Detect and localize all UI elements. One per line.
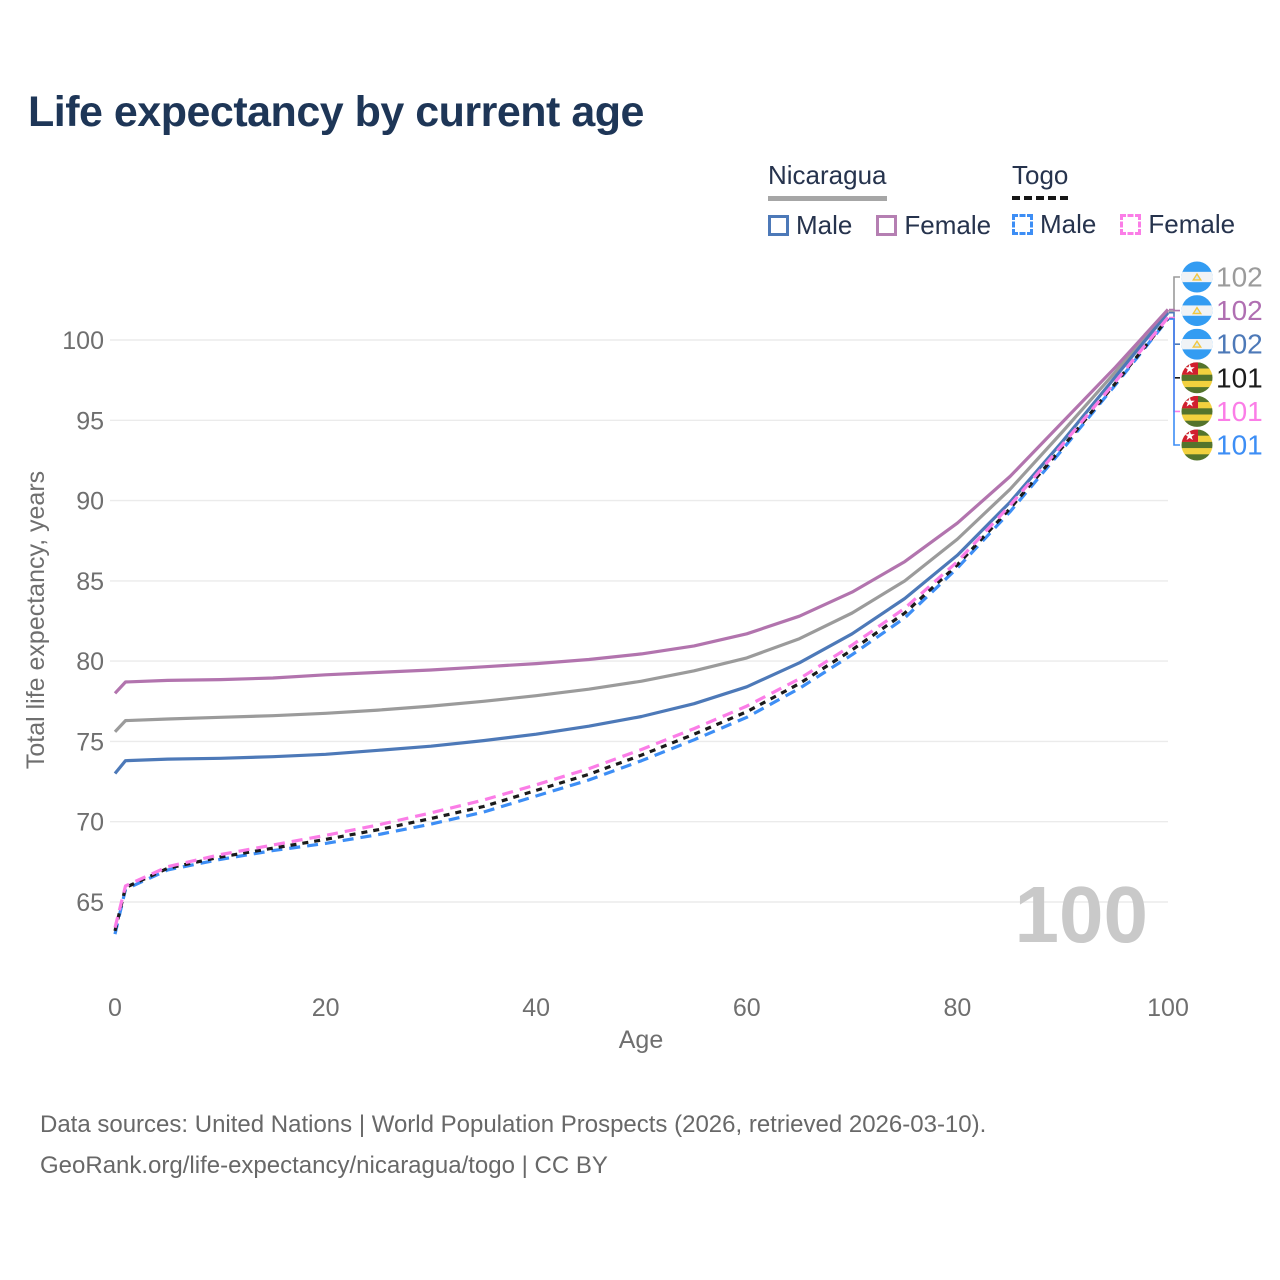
legend-country-nicaragua[interactable]: Nicaragua <box>768 160 887 201</box>
x-tick-label-20: 20 <box>312 994 340 1022</box>
y-tick-label-80: 80 <box>76 648 104 676</box>
x-axis-title: Age <box>619 1026 663 1054</box>
y-tick-label-90: 90 <box>76 488 104 516</box>
footer-data-sources: Data sources: United Nations | World Pop… <box>40 1111 987 1138</box>
end-value-label-togo-all: 101 <box>1216 362 1263 393</box>
legend-group-togo: Togo Male Female <box>1012 160 1235 240</box>
page-title: Life expectancy by current age <box>28 88 644 136</box>
line-togo-all[interactable] <box>113 317 1170 932</box>
end-value-label-togo-female: 101 <box>1216 396 1263 427</box>
flag-nicaragua-icon <box>1181 328 1213 360</box>
svg-text:★: ★ <box>1184 395 1196 410</box>
line-nicaragua-all[interactable] <box>113 310 1170 733</box>
footer-attribution: GeoRank.org/life-expectancy/nicaragua/to… <box>40 1152 608 1179</box>
svg-text:★: ★ <box>1184 361 1196 376</box>
legend-item-togo-male[interactable]: Male <box>1012 209 1096 240</box>
x-tick-label-60: 60 <box>733 994 761 1022</box>
svg-text:★: ★ <box>1184 428 1196 443</box>
legend-swatch-togo-female-icon <box>1120 213 1142 235</box>
flag-togo-icon: ★ <box>1181 395 1213 427</box>
footer: Data sources: United Nations | World Pop… <box>40 1104 986 1186</box>
flag-togo-icon: ★ <box>1181 361 1213 394</box>
end-value-label-nicaragua-male: 102 <box>1216 329 1263 360</box>
legend-item-nicaragua-female[interactable]: Female <box>876 210 991 241</box>
y-axis-title: Total life expectancy, years <box>22 471 50 769</box>
line-togo-female[interactable] <box>113 316 1170 929</box>
legend-label-togo-female: Female <box>1148 208 1236 239</box>
x-tick-label-100: 100 <box>1147 994 1189 1022</box>
line-togo-male[interactable] <box>113 318 1170 935</box>
x-tick-label-40: 40 <box>522 994 550 1022</box>
end-value-label-nicaragua-female: 102 <box>1216 295 1263 326</box>
x-tick-label-80: 80 <box>943 994 971 1022</box>
legend-items-togo: Male Female <box>1012 209 1235 240</box>
y-tick-label-75: 75 <box>76 728 104 756</box>
y-tick-label-85: 85 <box>76 568 104 596</box>
legend-item-togo-female[interactable]: Female <box>1120 209 1235 240</box>
legend-label-togo-male: Male <box>1040 208 1097 239</box>
legend-country-togo[interactable]: Togo <box>1012 160 1069 200</box>
legend-swatch-nicaragua-female-icon <box>876 214 898 236</box>
y-tick-label-100: 100 <box>62 327 104 355</box>
y-tick-label-65: 65 <box>76 889 104 917</box>
line-nicaragua-male[interactable] <box>113 311 1170 775</box>
x-tick-label-0: 0 <box>108 994 122 1022</box>
y-tick-label-70: 70 <box>76 809 104 837</box>
flag-nicaragua-icon <box>1181 261 1213 293</box>
flag-nicaragua-icon <box>1181 295 1213 327</box>
age-watermark: 100 <box>1015 870 1148 959</box>
flag-togo-icon: ★ <box>1181 428 1213 461</box>
legend-swatch-nicaragua-male-icon <box>768 214 789 236</box>
legend-group-nicaragua: Nicaragua Male Female <box>768 160 991 241</box>
leader-line-nicaragua-female <box>1169 308 1180 312</box>
legend-label-nicaragua-female: Female <box>904 209 992 240</box>
line-nicaragua-female[interactable] <box>113 308 1170 695</box>
legend-label-nicaragua-male: Male <box>796 209 853 240</box>
legend-swatch-togo-male-icon <box>1012 213 1033 235</box>
end-value-label-togo-male: 101 <box>1216 430 1263 461</box>
leader-line-togo-male <box>1169 318 1180 446</box>
end-value-label-nicaragua-all: 102 <box>1216 262 1263 293</box>
legend-items-nicaragua: Male Female <box>768 210 991 241</box>
y-tick-label-95: 95 <box>76 407 104 435</box>
leader-line-nicaragua-all <box>1169 276 1180 312</box>
legend-item-nicaragua-male[interactable]: Male <box>768 210 852 241</box>
